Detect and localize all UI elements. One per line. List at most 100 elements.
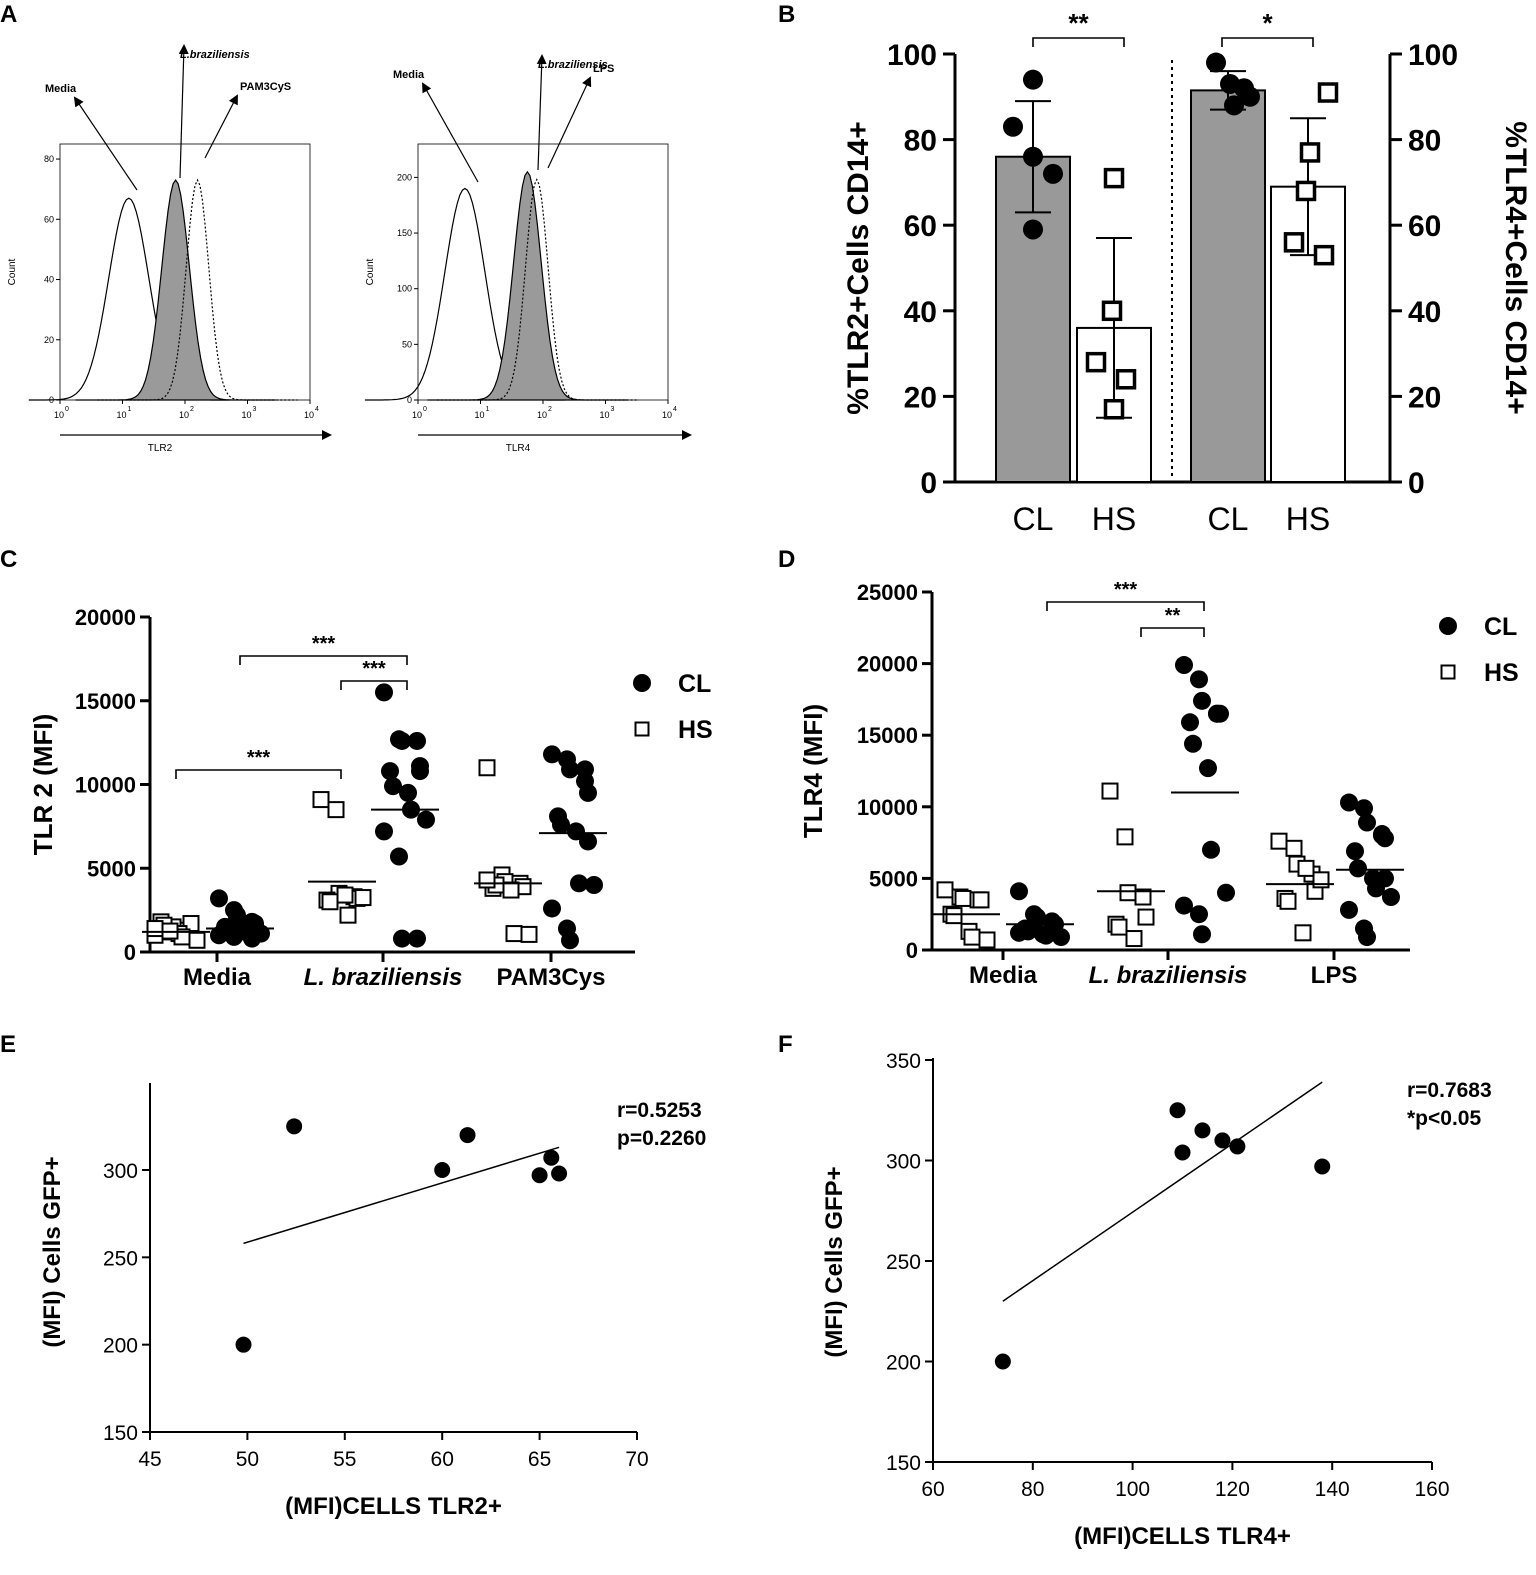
legend-label: CL [678, 670, 711, 698]
hist-xtick-exp: 0 [423, 406, 427, 413]
bar-data-point [1240, 86, 1260, 107]
scatter-point-cl [408, 731, 426, 750]
scatter-point-cl [543, 745, 561, 764]
corr-xtick-label: 60 [921, 1478, 944, 1501]
bar-ytick-label-right: 60 [1408, 210, 1441, 243]
corr-point [1194, 1122, 1211, 1139]
scatter-point-hs [146, 920, 164, 938]
scatter-point-hs [354, 889, 372, 907]
scatter-sig-1-bracket [239, 655, 408, 665]
hist-annotation-arrow [422, 82, 479, 183]
scatter-point-hs [1119, 884, 1137, 902]
hist-curve-stim [97, 178, 298, 401]
bar-ytick-label-left: 40 [904, 296, 937, 329]
scatter-ytick-label: 0 [906, 938, 918, 963]
scatter-point-hs [478, 759, 496, 777]
scatter-point-hs [502, 881, 520, 899]
scatter-ytick-label: 0 [124, 940, 136, 965]
hist-xtick-base: 10 [662, 410, 672, 420]
scatter-point-cl [1175, 896, 1193, 915]
scatter-point-cl [1052, 928, 1070, 947]
scatter-point-hs [478, 871, 496, 889]
corr-xtick-label: 50 [236, 1448, 259, 1471]
bar-data-point [1085, 351, 1107, 373]
bar-data-point [1103, 398, 1125, 420]
legend-label: HS [678, 716, 713, 744]
scatter-point-cl [243, 929, 261, 948]
corr-ytick-label: 150 [886, 1452, 921, 1475]
scatter-point-hs [1125, 930, 1143, 948]
corr-point [1169, 1102, 1186, 1119]
hist-xtick-base: 10 [600, 410, 610, 420]
scatter-point-hs [327, 801, 345, 819]
scatter-point-cl [1010, 882, 1028, 901]
hist-ytick-label: 200 [397, 172, 412, 182]
scatter-ytick-label: 10000 [75, 773, 136, 798]
scatter-point-hs [336, 886, 354, 904]
panel-label-d: D [778, 546, 795, 573]
corr-stat: r=0.5253 [617, 1099, 702, 1122]
scatter-ytick-label: 10000 [857, 795, 918, 820]
hist-annotation: L.braziliensis [538, 59, 608, 71]
panel-label-b: B [778, 1, 795, 28]
panel-label-c: C [0, 546, 17, 573]
hist-annotation: Media [45, 83, 77, 95]
hist-annotation: LPS [593, 63, 614, 75]
panel-c-tlr2-scatter: 0 5000 10000 15000 20000 TLR 2 (MFI) Media L. b… [28, 605, 713, 991]
scatter-point-cl [1181, 713, 1199, 732]
corr-ytick-label: 300 [886, 1151, 921, 1174]
scatter-point-cl [417, 810, 435, 829]
bar-data-point [1101, 300, 1123, 322]
hist-ytick-label: 150 [397, 228, 412, 238]
scatter-point-cl [246, 914, 264, 933]
scatter-category-label: L. braziliensis [304, 964, 463, 991]
hist-xlabel: TLR2 [148, 443, 173, 454]
corr-xlabel: (MFI)CELLS TLR4+ [1074, 1523, 1291, 1550]
scatter-point-cl [1346, 842, 1364, 861]
scatter-point-cl [210, 926, 228, 945]
scatter-point-hs [963, 928, 981, 946]
scatter-point-hs [1285, 839, 1303, 857]
corr-point [1314, 1158, 1331, 1175]
corr-xtick-label: 60 [431, 1448, 454, 1471]
scatter-sig-2-bracket [340, 680, 408, 690]
scatter-ytick-label: 15000 [857, 723, 918, 748]
panel-a-histograms: 020406080Count100101102103104TLR2MediaL.… [7, 44, 692, 454]
scatter-point-cl [1025, 918, 1043, 937]
scatter-point-cl [1193, 925, 1211, 944]
bar-data-point [1283, 232, 1305, 253]
scatter-sig-1-stars: *** [312, 633, 336, 655]
bar-data-point [1103, 167, 1125, 189]
panel-label-e: E [0, 1031, 16, 1058]
legend-label: CL [1484, 613, 1517, 641]
legend-marker-cl [1439, 617, 1457, 635]
bar-ytick-label-right: 0 [1408, 467, 1425, 500]
scatter-point-cl [579, 832, 597, 851]
scatter-point-hs [1101, 782, 1119, 800]
legend-marker-hs [1440, 664, 1456, 680]
hist-annotation: PAM3CyS [240, 81, 291, 93]
corr-point [1174, 1144, 1191, 1161]
scatter-point-cl [381, 762, 399, 781]
scatter-category-label: LPS [1311, 962, 1358, 989]
scatter-ytick-label: 20000 [857, 652, 918, 677]
scatter-point-hs [1297, 859, 1315, 877]
hist-xtick-exp: 1 [128, 406, 132, 413]
corr-ytick-label: 150 [103, 1422, 138, 1445]
legend-marker-cl [633, 674, 651, 692]
hist-annotation-arrow [204, 94, 238, 159]
hist-xtick-exp: 4 [315, 406, 319, 413]
scatter-point-hs [1110, 918, 1128, 936]
bar-sig-1-stars: ** [1068, 8, 1089, 38]
corr-point [286, 1118, 303, 1135]
scatter-point-cl [384, 777, 402, 796]
scatter-point-hs [936, 881, 954, 899]
hist-xtick-base: 10 [304, 410, 314, 420]
hist-xtick-exp: 0 [65, 406, 69, 413]
corr-xtick-label: 140 [1315, 1478, 1350, 1501]
panel-d-tlr4-scatter: 0 5000 10000 15000 20000 25000 TLR4 (MFI) Media… [798, 579, 1519, 989]
legend-marker-hs [634, 721, 650, 737]
bar-data-point [1299, 142, 1321, 163]
scatter-point-cl [1202, 840, 1220, 859]
scatter-ylabel: TLR4 (MFI) [798, 704, 828, 838]
